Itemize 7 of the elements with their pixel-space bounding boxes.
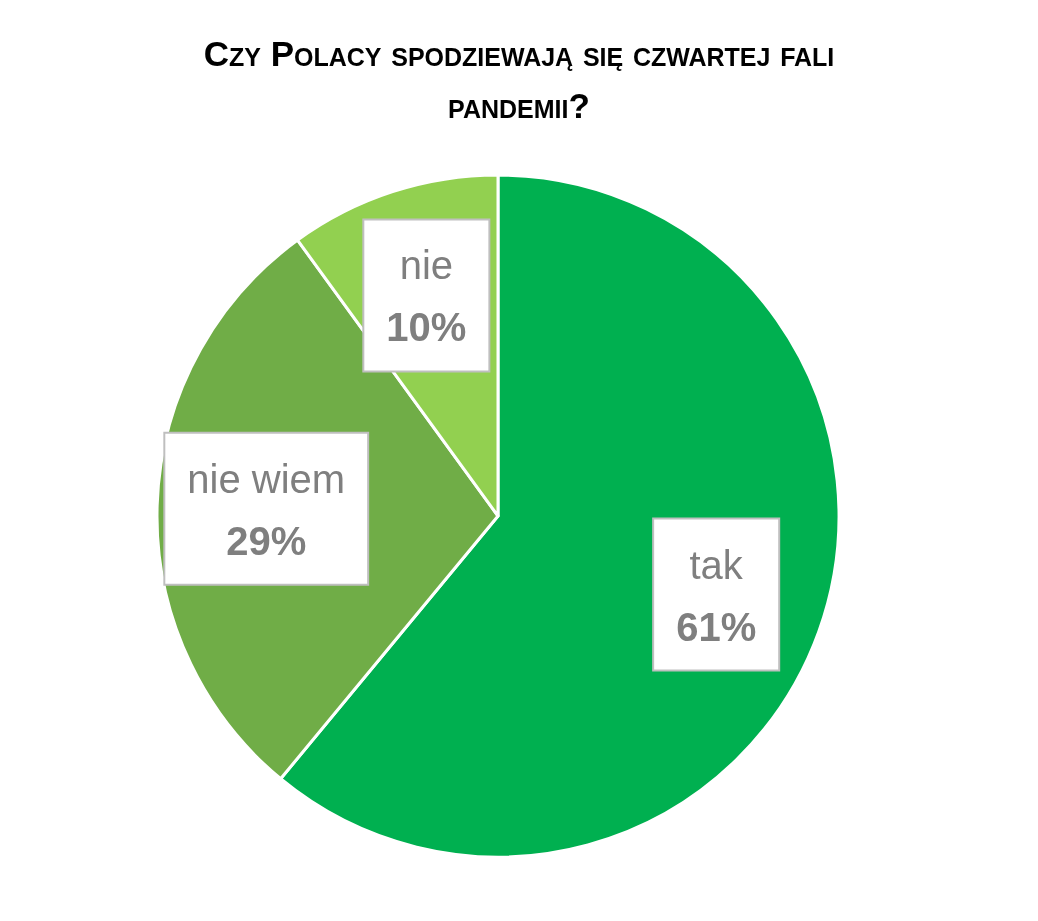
slice-label: tak — [689, 542, 744, 587]
chart-title: Czy Polacy spodziewają się czwartej fali pandemii? — [202, 33, 836, 127]
data-label: 61% — [676, 604, 757, 649]
data-label: 29% — [226, 518, 307, 563]
slice-label: nie — [399, 243, 454, 288]
data-label: 10% — [386, 305, 467, 350]
slice-label: nie wiem — [187, 456, 346, 501]
